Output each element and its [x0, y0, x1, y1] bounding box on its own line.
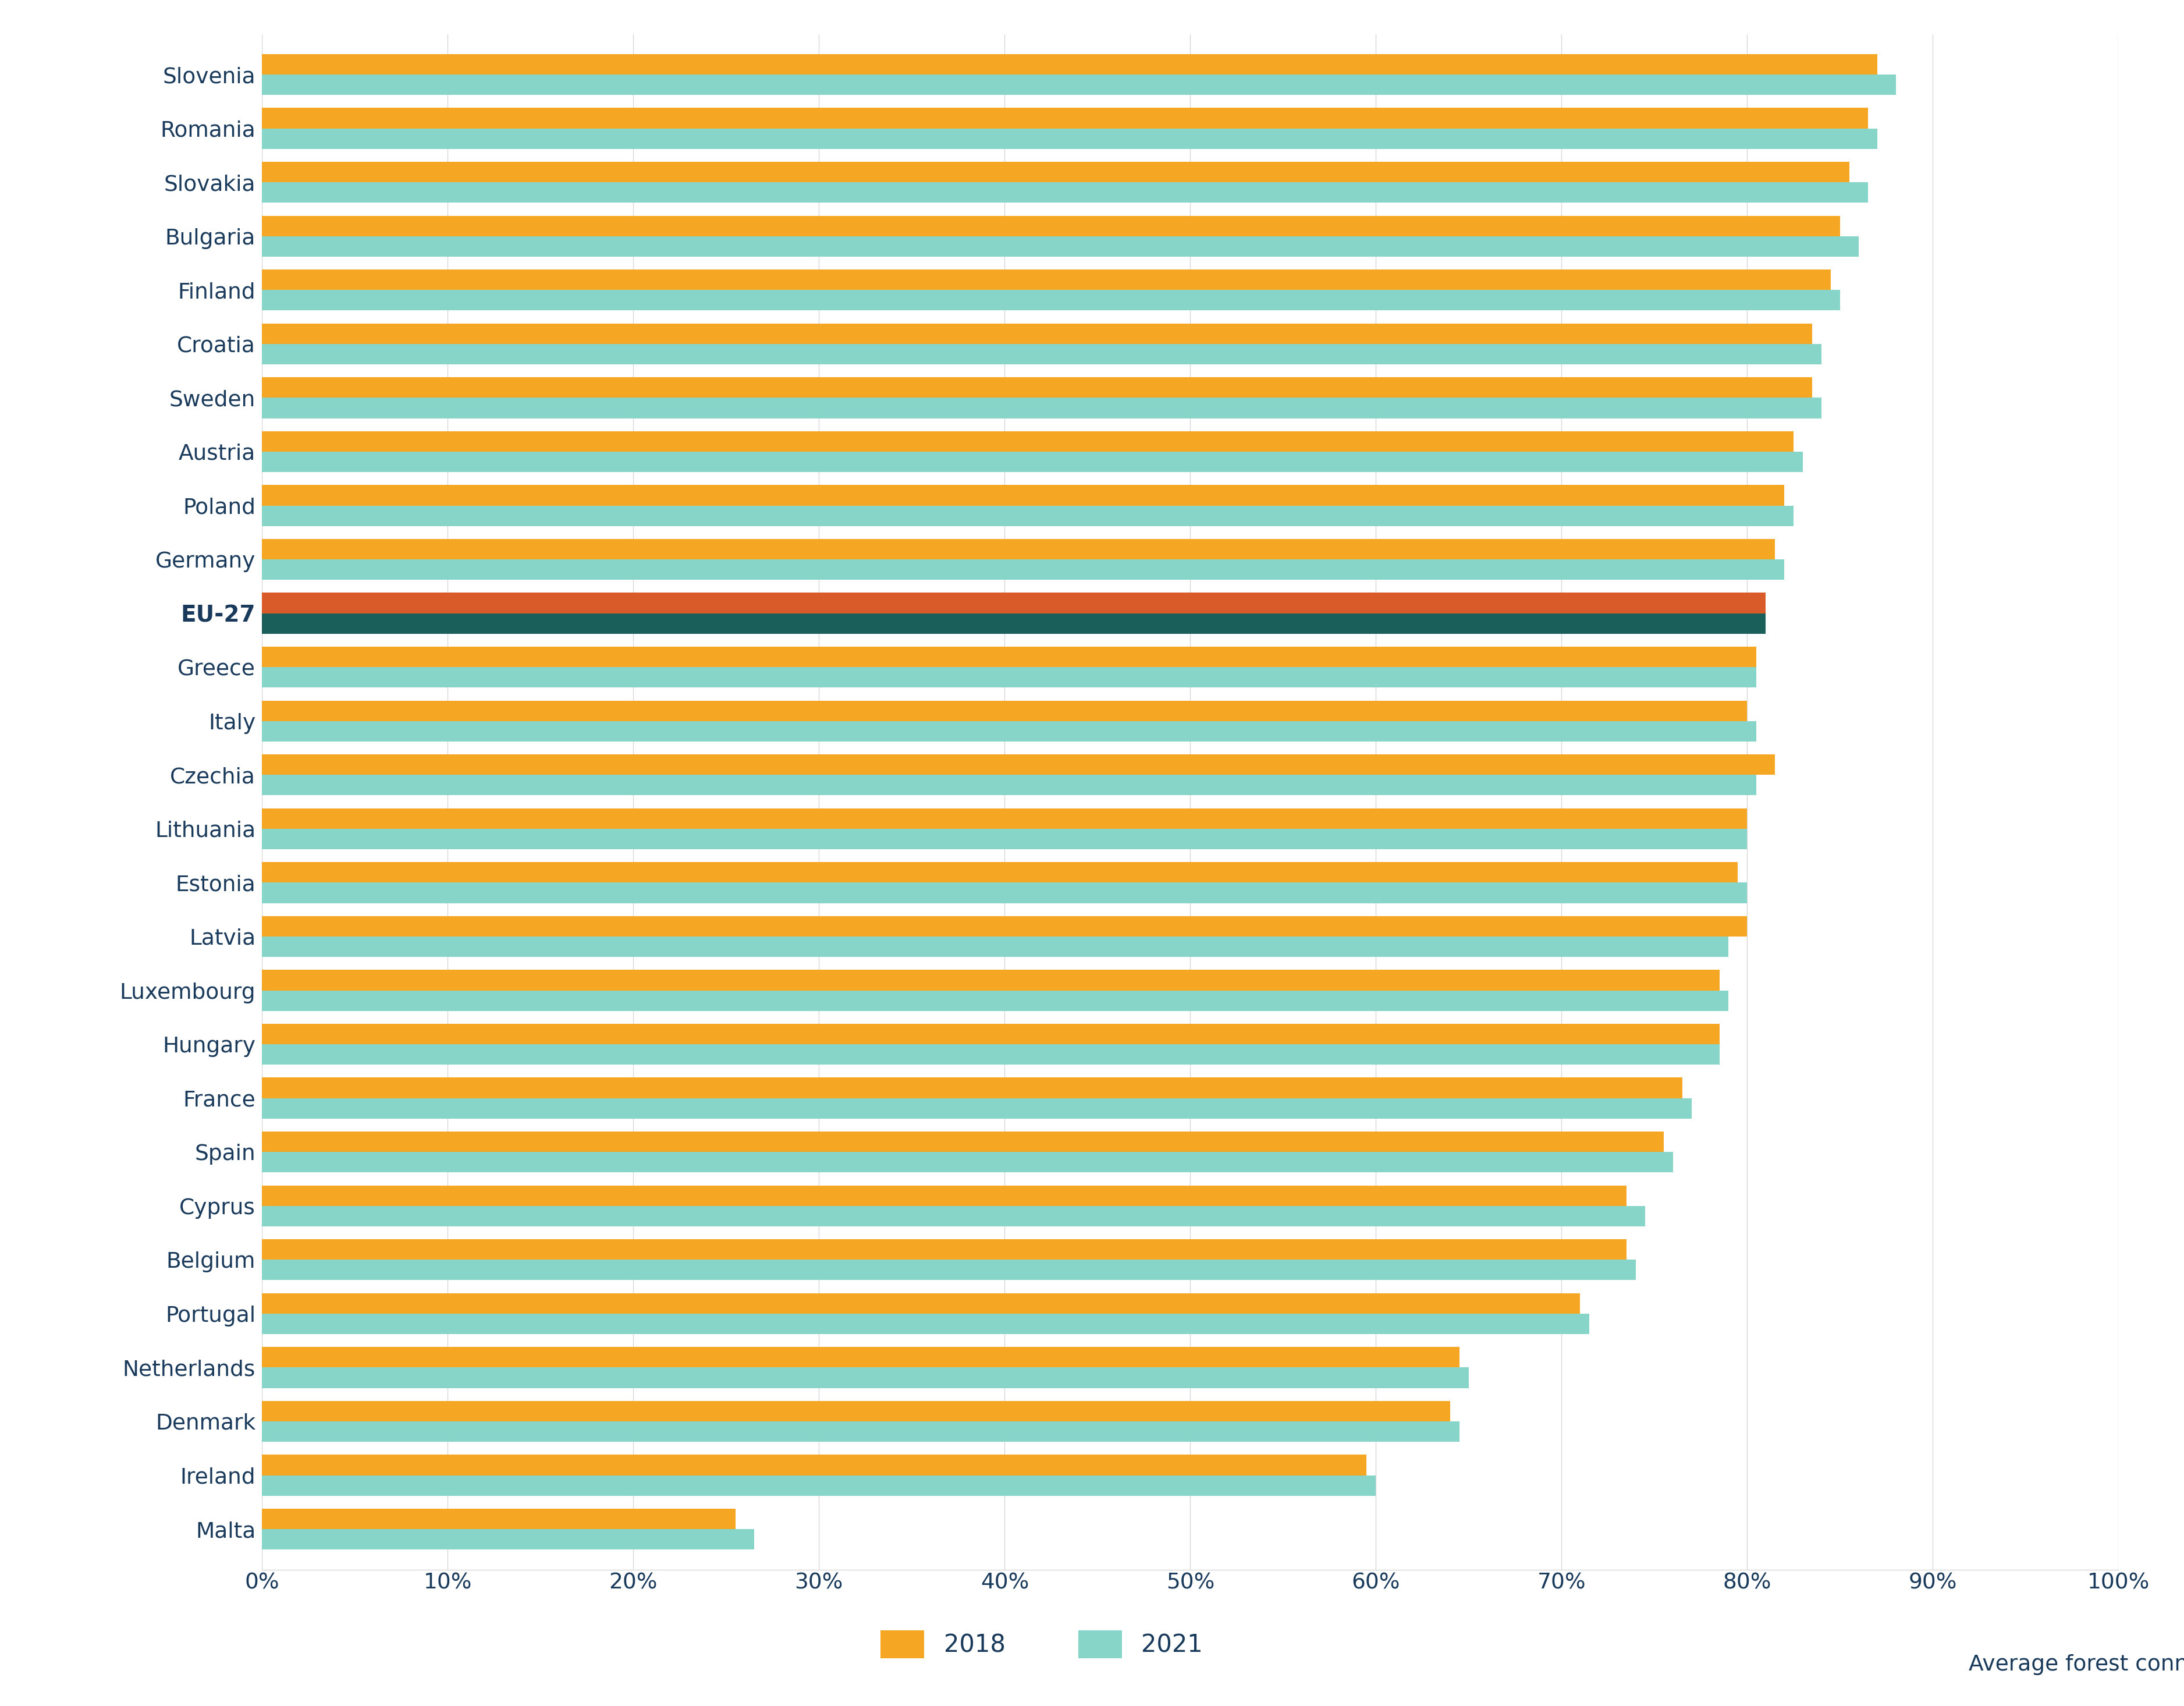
Bar [262, 1078, 1682, 1099]
Bar [262, 1348, 1459, 1368]
Bar [262, 324, 1813, 345]
Bar [262, 809, 1747, 829]
Bar [262, 107, 1867, 128]
Bar [262, 1529, 753, 1549]
Bar [262, 183, 1867, 203]
Bar [262, 1259, 1636, 1280]
Bar [262, 1293, 1579, 1314]
Bar [262, 1239, 1627, 1259]
Bar [262, 1206, 1645, 1227]
Bar [262, 1421, 1459, 1442]
Bar [262, 290, 1839, 310]
Bar [262, 1401, 1450, 1421]
Bar [262, 862, 1738, 882]
Bar [262, 55, 1878, 75]
Bar [262, 235, 1859, 256]
Bar [262, 397, 1821, 418]
Bar [262, 667, 1756, 688]
Bar [262, 1476, 1376, 1496]
Bar [262, 1044, 1719, 1065]
Bar [262, 162, 1850, 183]
Bar [262, 75, 1896, 96]
Bar [262, 612, 1767, 633]
Bar [262, 539, 1776, 560]
Bar [262, 882, 1747, 902]
Bar [262, 1131, 1664, 1152]
Bar [262, 1186, 1627, 1206]
Bar [262, 701, 1747, 722]
Bar [262, 485, 1784, 505]
Bar [262, 1152, 1673, 1172]
Bar [262, 647, 1756, 667]
Legend: 2018, 2021: 2018, 2021 [871, 1621, 1212, 1668]
Bar [262, 971, 1719, 991]
Bar [262, 916, 1747, 937]
Bar [262, 560, 1784, 580]
Bar [262, 991, 1730, 1012]
Bar [262, 215, 1839, 235]
Bar [262, 452, 1802, 473]
Bar [262, 829, 1747, 850]
Bar [262, 1024, 1719, 1044]
Bar [262, 592, 1767, 612]
Bar [262, 754, 1776, 775]
Bar [262, 722, 1756, 742]
Bar [262, 1368, 1468, 1389]
Bar [262, 1099, 1690, 1119]
Bar [262, 775, 1756, 795]
Bar [262, 505, 1793, 525]
Bar [262, 377, 1813, 397]
Bar [262, 937, 1730, 957]
Bar [262, 128, 1878, 148]
Bar [262, 1508, 736, 1529]
X-axis label: Average forest connectivity: Average forest connectivity [1968, 1655, 2184, 1675]
Bar [262, 270, 1830, 290]
Bar [262, 1314, 1590, 1334]
Bar [262, 1455, 1367, 1476]
Bar [262, 432, 1793, 452]
Bar [262, 345, 1821, 365]
